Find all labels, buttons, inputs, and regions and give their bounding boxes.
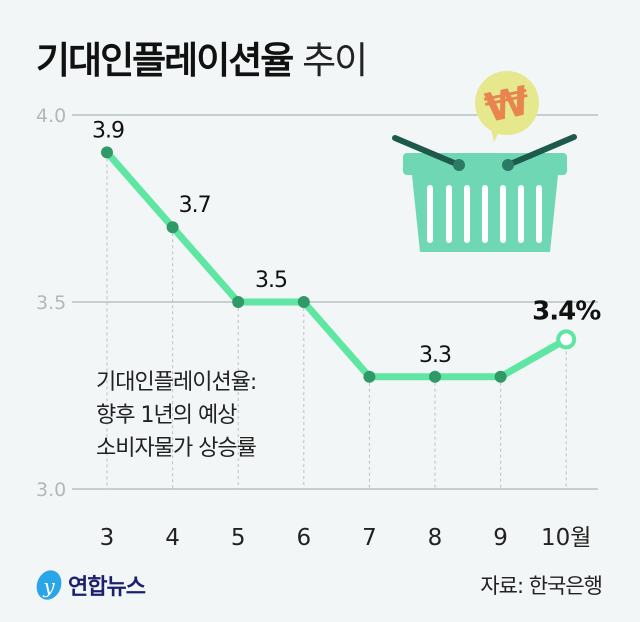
- data-label: 3.3: [419, 343, 451, 368]
- x-tick-label: 7: [362, 525, 377, 551]
- y-tick-label: 3.0: [36, 479, 66, 501]
- note-line: 향후 1년의 예상: [96, 403, 237, 428]
- note-line: 소비자물가 상승률: [96, 436, 257, 461]
- data-label: 3.4%: [532, 296, 601, 326]
- series-line: [104, 150, 568, 381]
- x-tick-label: 3: [100, 525, 115, 551]
- title-light: 추이: [302, 39, 368, 82]
- yonhap-logo-icon: y: [36, 570, 62, 600]
- data-label: 3.7: [179, 193, 211, 218]
- yonhap-logo: y 연합뉴스: [34, 568, 146, 602]
- data-point: [556, 329, 577, 350]
- svg-text:y: y: [42, 574, 55, 598]
- svg-text:₩: ₩: [481, 78, 534, 132]
- shopping-basket-icon: ₩: [392, 71, 577, 252]
- x-tick-label: 5: [231, 525, 246, 551]
- y-tick-label: 3.5: [36, 292, 66, 314]
- x-tick-label: 8: [428, 525, 443, 551]
- x-tick-label: 10월: [541, 525, 591, 551]
- x-tick-label: 9: [493, 525, 508, 551]
- data-point: [232, 296, 245, 308]
- data-label: 3.5: [255, 268, 287, 293]
- data-point: [166, 221, 179, 234]
- chart-note: 기대인플레이션율: 향후 1년의 예상 소비자물가 상승률: [96, 366, 257, 465]
- data-point: [101, 146, 113, 159]
- data-point: [494, 370, 507, 383]
- chart-title: 기대인플레이션율 추이: [36, 30, 368, 84]
- title-bold: 기대인플레이션율: [36, 39, 294, 82]
- data-point: [363, 370, 376, 383]
- y-tick-label: 4.0: [36, 105, 66, 127]
- note-line: 기대인플레이션율:: [96, 370, 257, 395]
- x-tick-label: 6: [296, 525, 311, 551]
- data-point: [297, 296, 310, 308]
- data-label: 3.9: [92, 118, 124, 143]
- logo-text: 연합뉴스: [68, 575, 146, 600]
- source-text: 자료: 한국은행: [480, 574, 603, 598]
- data-point: [429, 370, 441, 383]
- x-tick-label: 4: [165, 525, 180, 551]
